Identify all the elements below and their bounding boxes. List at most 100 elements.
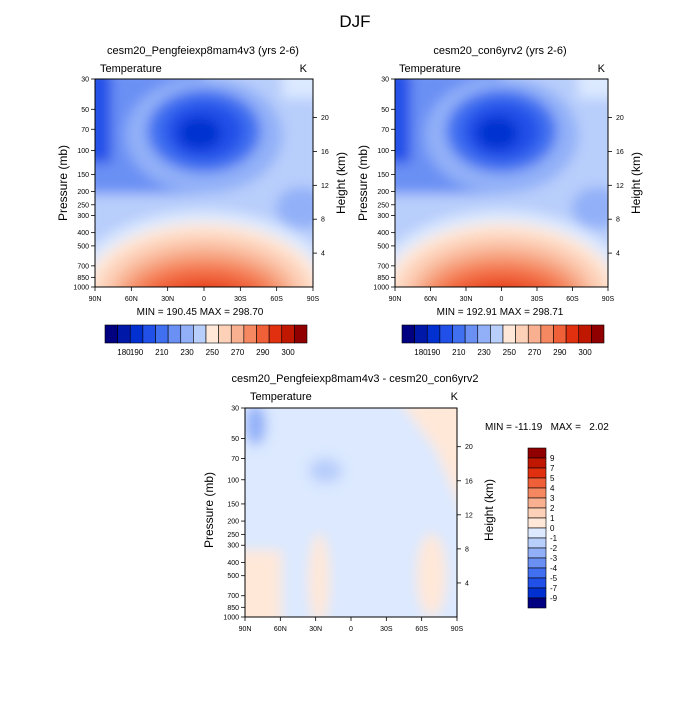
panel-diff-variable: Temperature — [250, 391, 312, 403]
colorbar-swatch — [218, 324, 232, 344]
panel-right-height-ticks: 20 16 12 8 4 — [608, 115, 624, 258]
colorbar-tick-label: 5 — [550, 474, 555, 483]
colorbar-swatch — [527, 324, 542, 344]
colorbar-swatch — [155, 324, 169, 344]
colorbar-swatch — [527, 487, 547, 499]
panel-left-title: cesm20_Pengfeiexp8mam4v3 (yrs 2-6) — [107, 45, 299, 57]
y-tick-label: 700 — [227, 593, 239, 600]
y-tick-label: 70 — [231, 456, 239, 463]
colorbar-tick-label: 210 — [452, 348, 466, 357]
x-tick-label: 30N — [161, 296, 174, 303]
y-tick-label: 30 — [381, 77, 389, 84]
y-tick-label: 500 — [227, 573, 239, 580]
contour-band — [245, 550, 282, 617]
x-tick-label: 90N — [89, 296, 102, 303]
colorbar-swatch — [464, 324, 479, 344]
panel-right: cesm20_con6yrv2 (yrs 2-6) Temperature K … — [356, 45, 643, 357]
field-contours — [395, 79, 608, 287]
height-tick-label: 4 — [616, 251, 620, 258]
panel-right-field — [395, 79, 608, 287]
colorbar-swatch — [540, 324, 554, 344]
colorbar-swatch — [527, 447, 547, 459]
x-tick-label: 30N — [309, 626, 322, 633]
field-contours — [245, 408, 457, 617]
x-tick-label: 60N — [125, 296, 138, 303]
x-tick-label: 30S — [380, 626, 393, 633]
contour-band — [578, 79, 608, 99]
colorbar-tick-label: 9 — [550, 454, 555, 463]
colorbar-tick-label: -5 — [550, 574, 558, 583]
panel-diff-field — [245, 408, 457, 617]
colorbar-tick-label: 2 — [550, 504, 555, 513]
height-tick-label: 4 — [465, 580, 469, 587]
colorbar-swatch — [527, 507, 547, 519]
panel-left-y-ticks: 30 50 70 100 150 200 250 300 400 500 700 850 1000 — [73, 77, 95, 292]
colorbar-swatch — [527, 457, 547, 469]
colorbar-swatch — [401, 324, 415, 344]
y-tick-label: 700 — [377, 263, 389, 270]
colorbar-tick-label: 0 — [550, 524, 555, 533]
contour-band — [416, 533, 447, 617]
colorbar-tick-label: 3 — [550, 494, 555, 503]
panel-right-ylabel: Pressure (mb) — [356, 145, 370, 221]
panel-diff-ylabel-right: Height (km) — [482, 479, 496, 541]
y-tick-label: 50 — [231, 436, 239, 443]
panel-right-title: cesm20_con6yrv2 (yrs 2-6) — [433, 45, 566, 57]
height-tick-label: 8 — [616, 217, 620, 224]
panel-right-x-ticks: 90N 60N 30N 0 30S 60S 90S — [389, 287, 615, 303]
x-tick-label: 30N — [460, 296, 473, 303]
y-tick-label: 850 — [377, 275, 389, 282]
y-tick-label: 50 — [81, 107, 89, 114]
contour-band — [185, 284, 223, 287]
contour-band — [482, 284, 521, 287]
contour-band — [177, 116, 222, 150]
panel-left-stats: MIN = 190.45 MAX = 298.70 — [137, 307, 264, 318]
colorbar-swatch — [129, 324, 144, 344]
colorbar-swatch — [527, 517, 547, 529]
x-tick-label: 90S — [307, 296, 320, 303]
panel-right-stats: MIN = 192.91 MAX = 298.71 — [437, 307, 564, 318]
colorbar-tick-label: 300 — [578, 348, 592, 357]
colorbar-swatch — [193, 324, 207, 344]
panel-left-field — [95, 79, 313, 287]
y-tick-label: 70 — [81, 127, 89, 134]
height-tick-label: 20 — [321, 115, 329, 122]
contour-band — [475, 116, 519, 150]
colorbar-swatch — [142, 324, 156, 344]
contour-band — [147, 270, 261, 287]
colorbar-swatch — [180, 324, 194, 344]
y-tick-label: 200 — [377, 189, 389, 196]
contour-band — [275, 187, 313, 229]
colorbar-swatch — [256, 324, 270, 344]
height-tick-label: 12 — [321, 183, 329, 190]
x-tick-label: 90N — [239, 626, 252, 633]
colorbar-swatch — [281, 324, 295, 344]
x-tick-label: 0 — [349, 626, 353, 633]
colorbar-tick-label: 230 — [477, 348, 491, 357]
colorbar-swatch — [477, 324, 491, 344]
y-tick-label: 300 — [227, 543, 239, 550]
colorbar-tick-label: -7 — [550, 584, 558, 593]
colorbar-swatch — [527, 567, 547, 579]
contour-band — [571, 187, 608, 229]
colorbar-tick-label: 180 — [414, 348, 428, 357]
y-tick-label: 200 — [77, 189, 89, 196]
y-tick-label: 850 — [77, 275, 89, 282]
colorbar-swatch — [117, 324, 131, 344]
x-tick-label: 60N — [274, 626, 287, 633]
height-tick-label: 20 — [465, 444, 473, 451]
panel-right-ylabel-right: Height (km) — [629, 152, 643, 214]
y-tick-label: 200 — [227, 519, 239, 526]
x-tick-label: 60N — [424, 296, 437, 303]
panel-right-y-ticks: 30 50 70 100 150 200 250 300 400 500 700 850 1000 — [373, 77, 395, 292]
colorbar-swatch — [591, 324, 605, 344]
x-tick-label: 0 — [202, 296, 206, 303]
colorbar-swatch — [527, 527, 547, 539]
panel-diff-y-ticks: 30 50 70 100 150 200 250 300 400 500 700 850 1000 — [223, 406, 245, 622]
colorbar-swatch — [439, 324, 453, 344]
y-tick-label: 1000 — [73, 285, 89, 292]
panel-diff-ylabel: Pressure (mb) — [202, 472, 216, 548]
height-tick-label: 12 — [465, 512, 473, 519]
height-tick-label: 16 — [465, 478, 473, 485]
panel-diff-stats: MIN = -11.19 MAX = 2.02 — [485, 422, 609, 433]
